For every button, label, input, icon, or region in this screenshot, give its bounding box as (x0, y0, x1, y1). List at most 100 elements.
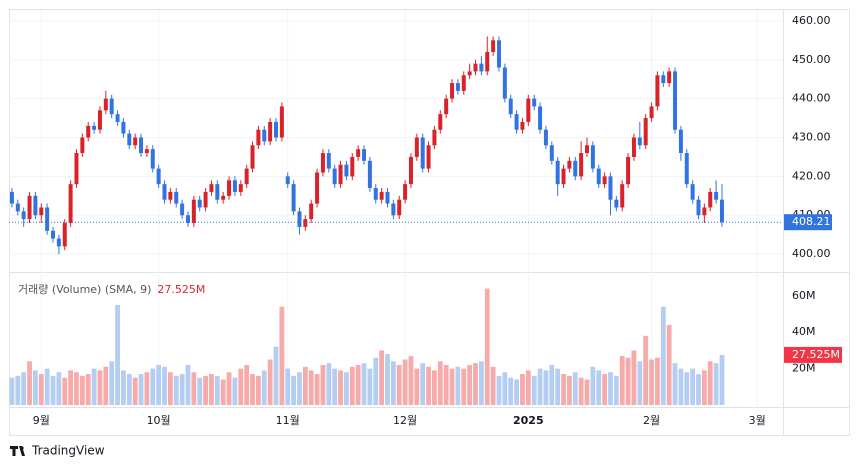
candle-body (649, 106, 654, 119)
candle-body (373, 188, 378, 200)
candle-body (285, 176, 290, 185)
candle-body (185, 215, 190, 224)
candle-body (432, 129, 437, 146)
x-tick-label: 11월 (276, 414, 300, 427)
candle-body (479, 63, 484, 72)
volume-bar (666, 324, 672, 405)
candle-body (614, 199, 619, 208)
volume-legend: 거래량 (Volume) (SMA, 9) (18, 283, 151, 296)
candle-body (80, 137, 85, 154)
candle-body (39, 207, 44, 216)
candle-body (115, 114, 120, 122)
volume-bar (214, 375, 220, 405)
volume-bar (426, 366, 431, 405)
volume-bar (508, 377, 514, 405)
y-tick-label: 440.00 (792, 92, 831, 105)
candle-body (719, 199, 724, 223)
candle-body (45, 207, 50, 231)
candle-body (74, 153, 79, 185)
y-tick-label: 460.00 (792, 14, 831, 27)
volume-bar (420, 363, 426, 405)
candle-body (420, 137, 425, 169)
volume-bar (473, 363, 478, 405)
volume-bar (520, 374, 525, 405)
volume-bar (308, 370, 314, 405)
volume-badge (784, 346, 842, 363)
volume-bar (390, 361, 396, 405)
volume-bar (150, 368, 156, 405)
candle-body (391, 203, 396, 216)
candle-body (473, 63, 478, 72)
candle-body (215, 184, 220, 200)
volume-bar (320, 364, 326, 405)
volume-bar (478, 361, 484, 405)
volume-bar (338, 370, 343, 405)
candle-body (197, 199, 202, 208)
candle-body (174, 191, 179, 204)
volume-bar (226, 372, 232, 405)
candle-body (508, 98, 513, 115)
candle-body (678, 129, 683, 154)
candle-body (56, 238, 61, 247)
candle-body (156, 168, 161, 185)
volume-bar (326, 363, 332, 405)
candle-body (303, 219, 308, 227)
volume-bar (502, 372, 508, 405)
candle-body (608, 176, 613, 200)
candle-body (51, 230, 56, 239)
volume-bar (115, 304, 120, 405)
candle-body (344, 164, 349, 177)
candle-body (127, 133, 132, 146)
volume-bar (68, 370, 74, 405)
volume-bar (672, 363, 678, 405)
candle-body (180, 203, 185, 216)
volume-bar (27, 361, 32, 405)
candle-body (139, 137, 144, 154)
candle-body (620, 184, 625, 208)
candle-body (450, 83, 455, 99)
candle-body (496, 40, 501, 68)
candle-body (244, 168, 249, 185)
candle-body (338, 164, 343, 185)
last-price-badge (784, 214, 832, 231)
volume-bar (255, 375, 261, 405)
volume-bar (355, 364, 361, 405)
volume-bar (490, 366, 496, 405)
candle-body (590, 145, 595, 169)
candle-body (92, 125, 97, 130)
x-tick-label: 10월 (147, 414, 171, 427)
candle-body (702, 207, 707, 216)
volume-bar (484, 288, 490, 405)
volume-bar (250, 374, 255, 405)
volume-bar (97, 370, 103, 405)
volume-bar (79, 375, 85, 405)
volume-bar (525, 370, 531, 405)
candle-body (637, 137, 642, 146)
plot (9, 36, 783, 405)
volume-bar (285, 368, 291, 405)
volume-bar (156, 364, 162, 405)
candle-body (455, 83, 460, 91)
volume-bar (85, 374, 91, 405)
volume-bar (619, 355, 625, 405)
candle-body (667, 71, 672, 84)
candle-body (232, 180, 237, 192)
candle-body (690, 184, 695, 200)
volume-bar (197, 377, 203, 405)
volume-bar (561, 374, 566, 405)
candle-body (696, 199, 701, 216)
volume-bar (185, 364, 191, 405)
x-tick-label: 12월 (393, 414, 417, 427)
volume-bar (273, 346, 279, 405)
volume-bar (126, 374, 132, 405)
volume-bar (596, 370, 602, 405)
candle-body (9, 191, 14, 204)
x-tick-label: 3월 (749, 414, 766, 427)
volume-bar (572, 372, 578, 405)
brand-logo (10, 446, 25, 456)
candle-body (579, 153, 584, 177)
x-tick-label: 9월 (33, 414, 50, 427)
candle-body (403, 184, 408, 200)
volume-bar (44, 368, 50, 405)
candle-body (714, 191, 719, 200)
